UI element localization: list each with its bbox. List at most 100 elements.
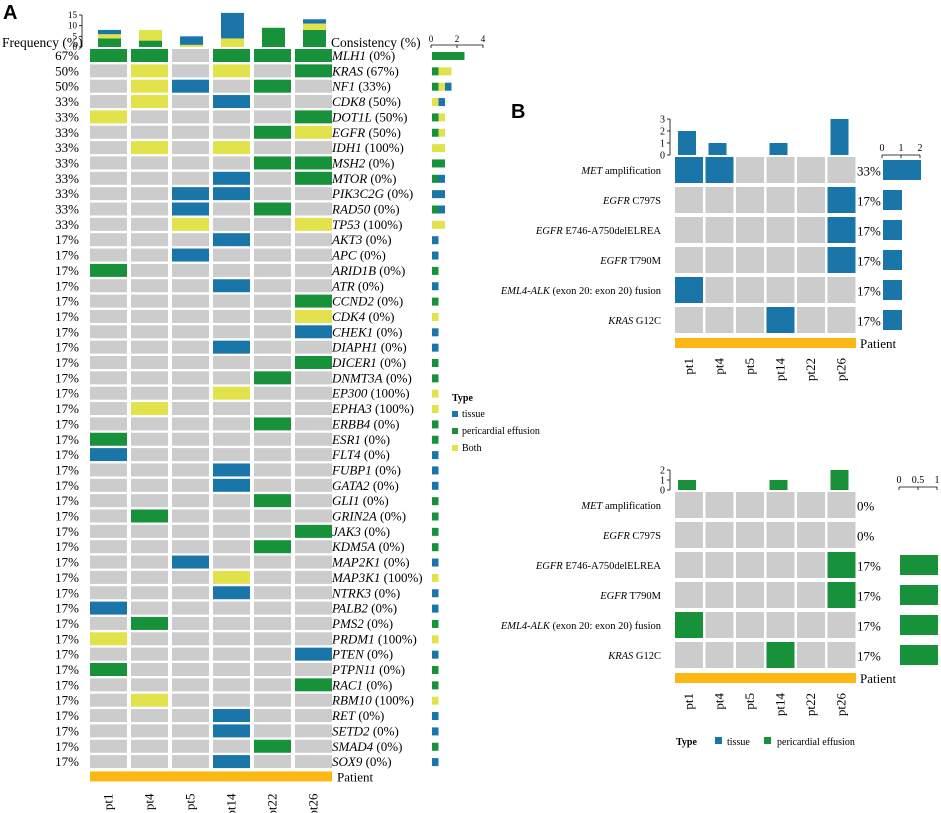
gene-name: PALB2 <box>331 601 368 616</box>
row-count-bar-segment <box>432 712 439 721</box>
gene-name: CDK8 <box>332 94 366 109</box>
frequency-percent: 17% <box>55 693 79 708</box>
empty-cell <box>254 263 291 277</box>
row-count-bar-segment <box>432 359 439 367</box>
consistency-value: (0%) <box>370 478 399 493</box>
empty-cell <box>254 248 291 262</box>
alteration-cell <box>254 494 291 508</box>
frequency-percent: 17% <box>857 254 881 269</box>
alteration-cell <box>172 187 209 201</box>
frequency-percent: 17% <box>55 324 79 339</box>
empty-cell <box>295 555 332 569</box>
gene-name: MET <box>580 166 603 177</box>
empty-cell <box>827 522 856 548</box>
frequency-percent: 33% <box>55 186 79 201</box>
empty-cell <box>254 187 291 201</box>
top-bar-axis-tick-label: 2 <box>660 466 665 477</box>
row-count-bar-segment <box>438 113 445 122</box>
panel-b-label: B <box>511 101 525 123</box>
empty-cell <box>827 612 856 638</box>
frequency-percent: 17% <box>55 432 79 447</box>
row-count-bar <box>883 280 902 300</box>
gene-name: PRDM1 <box>331 631 375 646</box>
empty-cell <box>172 156 209 170</box>
empty-cell <box>295 187 332 201</box>
gene-name: ARID1B <box>331 263 376 278</box>
legend-item-label: tissue <box>462 409 485 420</box>
consistency-value: (0%) <box>371 585 400 600</box>
alteration-cell <box>295 110 332 124</box>
gene-name: MAP2K1 <box>331 555 380 570</box>
alteration-cell <box>295 125 332 139</box>
frequency-percent: 17% <box>857 649 881 664</box>
right-bar-axis-tick-label: 1 <box>935 475 940 486</box>
empty-cell <box>766 552 795 578</box>
empty-cell <box>172 417 209 431</box>
right-bar-axis-tick-label: 4 <box>481 34 486 44</box>
alteration-cell <box>675 612 703 638</box>
consistency-value: (0%) <box>361 447 390 462</box>
consistency-value: (0%) <box>373 739 402 754</box>
empty-cell <box>254 663 291 676</box>
alteration-cell <box>295 678 332 692</box>
gene-row-label: MTOR (0%) <box>331 171 396 186</box>
empty-cell <box>295 95 332 109</box>
alteration-cell <box>213 709 250 723</box>
empty-cell <box>131 647 168 661</box>
empty-cell <box>131 217 168 231</box>
gene-row-label: GATA2 (0%) <box>332 478 399 493</box>
empty-cell <box>254 647 291 661</box>
empty-cell <box>213 125 250 139</box>
row-count-bar-segment <box>432 282 439 291</box>
empty-cell <box>131 417 168 431</box>
gene-name: MTOR <box>331 171 367 186</box>
row-count-bar <box>883 250 902 270</box>
empty-cell <box>797 187 825 213</box>
alteration-cell <box>295 156 332 170</box>
alteration-cell <box>295 356 332 369</box>
row-count-bar-segment <box>432 727 439 736</box>
empty-cell <box>766 492 795 518</box>
gene-row-label: KRAS (67%) <box>331 63 399 78</box>
consistency-value: (100%) <box>360 217 402 232</box>
row-count-bar-segment <box>438 98 445 107</box>
row-count-bar-segment <box>432 174 439 183</box>
patient-annotation-bar <box>90 771 332 782</box>
empty-cell <box>131 325 168 339</box>
frequency-percent: 17% <box>55 248 79 263</box>
empty-cell <box>90 64 127 78</box>
frequency-percent: 17% <box>857 589 881 604</box>
row-count-bar-segment <box>432 573 439 582</box>
empty-cell <box>254 678 291 692</box>
alteration-cell <box>295 171 332 185</box>
consistency-value: (0%) <box>376 263 405 278</box>
empty-cell <box>254 448 291 462</box>
empty-cell <box>90 494 127 508</box>
variant-name: G12C <box>633 316 661 327</box>
gene-name: DOT1L <box>331 109 372 124</box>
gene-row-label: RAD50 (0%) <box>331 202 400 217</box>
consistency-value: (0%) <box>383 370 412 385</box>
gene-name: PIK3C2G <box>331 186 385 201</box>
gene-row-label: ERBB4 (0%) <box>331 416 400 431</box>
alteration-cell <box>295 325 332 339</box>
alteration-cell <box>213 478 250 492</box>
gene-name: AKT3 <box>331 232 363 247</box>
patient-id-label: pt5 <box>742 693 757 710</box>
consistency-value: (0%) <box>370 416 399 431</box>
frequency-percent: 17% <box>55 309 79 324</box>
empty-cell <box>172 678 209 692</box>
legend-swatch <box>715 737 722 744</box>
gene-name: MAP3K1 <box>331 570 380 585</box>
gene-row-label: PIK3C2G (0%) <box>331 186 413 201</box>
alteration-cell <box>213 49 250 62</box>
frequency-percent: 17% <box>55 739 79 754</box>
empty-cell <box>172 141 209 155</box>
gene-name: TP53 <box>332 217 361 232</box>
frequency-percent: 17% <box>55 524 79 539</box>
empty-cell <box>172 724 209 738</box>
patient-id-label: pt14 <box>224 793 239 813</box>
frequency-percent: 17% <box>55 647 79 662</box>
alteration-cell <box>90 632 127 646</box>
consistency-value: (0%) <box>361 524 390 539</box>
